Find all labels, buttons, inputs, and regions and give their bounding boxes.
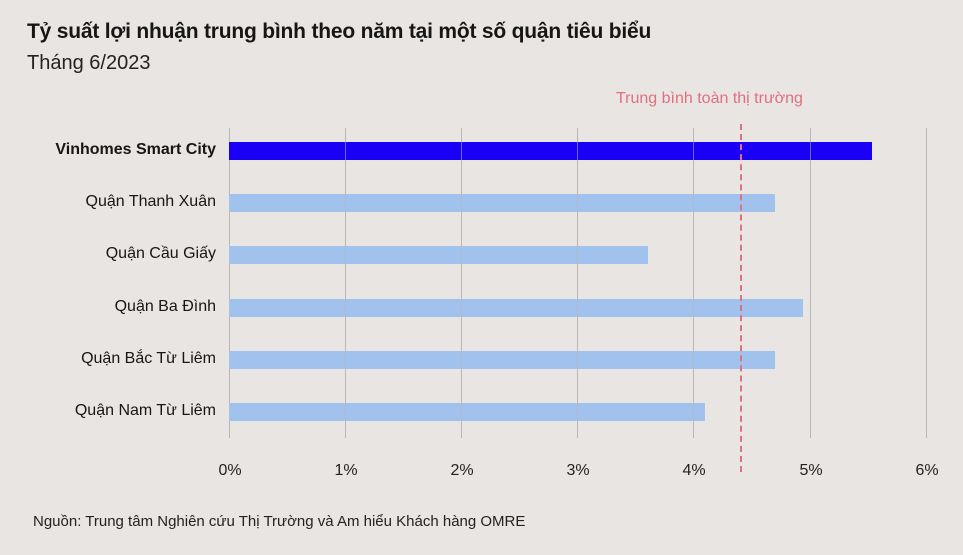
gridline (229, 128, 230, 438)
bar (229, 142, 872, 160)
bar (229, 194, 775, 212)
bar (229, 246, 648, 264)
chart-subtitle: Tháng 6/2023 (27, 52, 151, 74)
gridline-overlay (577, 128, 578, 438)
bar (229, 299, 803, 317)
bar (229, 403, 705, 421)
category-label: Vinhomes Smart City (55, 141, 216, 158)
chart-title: Tỷ suất lợi nhuận trung bình theo năm tạ… (27, 20, 652, 43)
category-label: Quận Bắc Từ Liêm (81, 350, 216, 367)
gridline-overlay (926, 128, 927, 438)
average-reference-line (740, 124, 742, 472)
x-tick-label: 1% (334, 462, 358, 479)
x-tick-label: 2% (450, 462, 474, 479)
x-tick-label: 5% (799, 462, 823, 479)
bar (229, 351, 775, 369)
source-note: Nguồn: Trung tâm Nghiên cứu Thị Trường v… (33, 513, 526, 530)
x-tick-label: 4% (682, 462, 706, 479)
category-label: Quận Ba Đình (114, 298, 216, 315)
x-tick-label: 0% (218, 462, 242, 479)
category-label: Quận Thanh Xuân (85, 193, 216, 210)
category-label: Quận Nam Từ Liêm (74, 402, 216, 419)
x-tick-label: 3% (566, 462, 590, 479)
gridline-overlay (693, 128, 694, 438)
gridline-overlay (461, 128, 462, 438)
gridline-overlay (810, 128, 811, 438)
category-label: Quận Cầu Giấy (105, 245, 216, 262)
gridline-overlay (345, 128, 346, 438)
x-tick-label: 6% (915, 462, 939, 479)
average-line-label: Trung bình toàn thị trường (616, 90, 803, 107)
